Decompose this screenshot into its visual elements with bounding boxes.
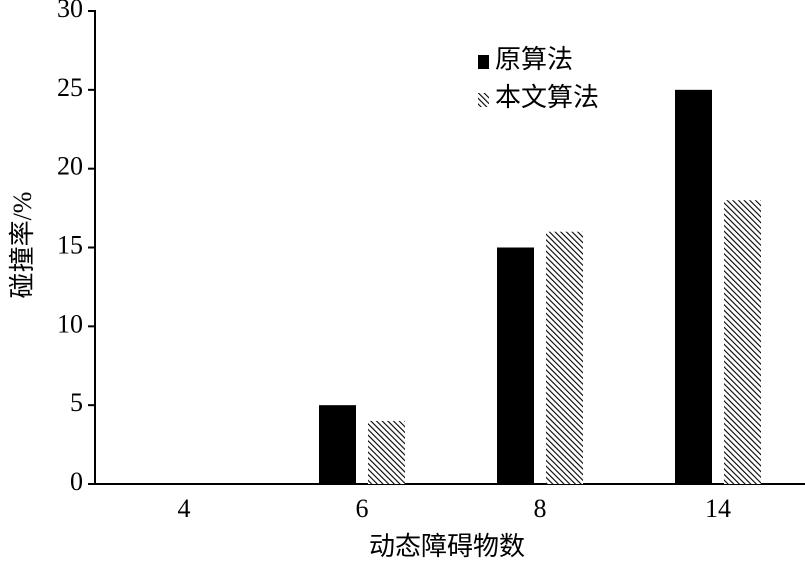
x-tick-label: 14 bbox=[705, 494, 731, 523]
y-axis-label: 碰撞率/% bbox=[8, 192, 37, 299]
x-tick-label: 4 bbox=[178, 494, 191, 523]
legend-label: 本文算法 bbox=[495, 83, 599, 112]
y-tick-label: 10 bbox=[57, 309, 83, 338]
bar bbox=[724, 200, 761, 484]
y-tick-label: 25 bbox=[57, 73, 83, 102]
bar bbox=[675, 89, 712, 484]
y-tick-label: 0 bbox=[70, 467, 83, 496]
bar bbox=[368, 420, 405, 484]
legend-swatch bbox=[478, 55, 489, 69]
y-tick-label: 15 bbox=[57, 230, 83, 259]
x-tick-label: 8 bbox=[534, 494, 547, 523]
x-axis-label: 动态障碍物数 bbox=[369, 532, 525, 561]
bar bbox=[497, 247, 534, 484]
y-tick-label: 20 bbox=[57, 152, 83, 181]
y-tick-label: 30 bbox=[57, 0, 83, 23]
legend-swatch bbox=[478, 93, 489, 107]
legend-label: 原算法 bbox=[495, 45, 573, 74]
y-tick-label: 5 bbox=[70, 388, 83, 417]
x-tick-label: 6 bbox=[356, 494, 369, 523]
bar bbox=[546, 231, 583, 484]
bar bbox=[319, 405, 356, 484]
